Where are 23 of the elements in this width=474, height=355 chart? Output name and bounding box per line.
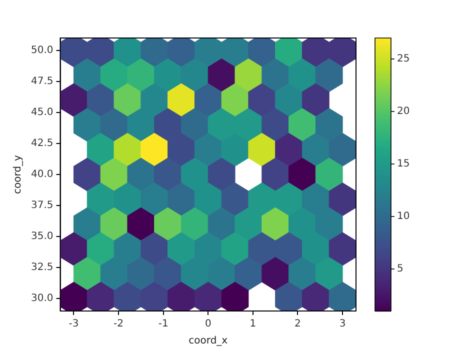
x-tick-label: -2 bbox=[114, 318, 124, 330]
y-axis-title: coord_y bbox=[12, 154, 24, 194]
color-bar-label: 10 bbox=[397, 211, 410, 222]
y-tick-label: 45.0 bbox=[31, 107, 54, 118]
color-bar-label: 5 bbox=[397, 264, 404, 275]
x-tick-label: 3 bbox=[339, 318, 346, 330]
y-tick-label: 35.0 bbox=[31, 231, 54, 242]
color-bar-label: 15 bbox=[397, 158, 410, 170]
y-tick-label: 47.5 bbox=[31, 76, 54, 88]
color-bar-label: 25 bbox=[397, 54, 410, 65]
x-tick-label: 2 bbox=[294, 318, 301, 330]
x-tick-label: 1 bbox=[250, 318, 256, 330]
y-tick-label: 40.0 bbox=[31, 169, 54, 180]
y-tick-label: 37.5 bbox=[31, 200, 54, 212]
x-tick-label: 0 bbox=[204, 318, 212, 330]
color-bar-label: 20 bbox=[397, 106, 410, 118]
x-tick-label: -1 bbox=[158, 318, 168, 330]
x-tick-label: -3 bbox=[68, 318, 79, 330]
x-axis-title: coord_x bbox=[188, 336, 228, 347]
y-tick-label: 30.0 bbox=[31, 293, 54, 304]
y-tick-label: 42.5 bbox=[31, 138, 54, 150]
y-tick-label: 32.5 bbox=[31, 262, 54, 274]
y-tick-label: 50.0 bbox=[31, 45, 54, 56]
